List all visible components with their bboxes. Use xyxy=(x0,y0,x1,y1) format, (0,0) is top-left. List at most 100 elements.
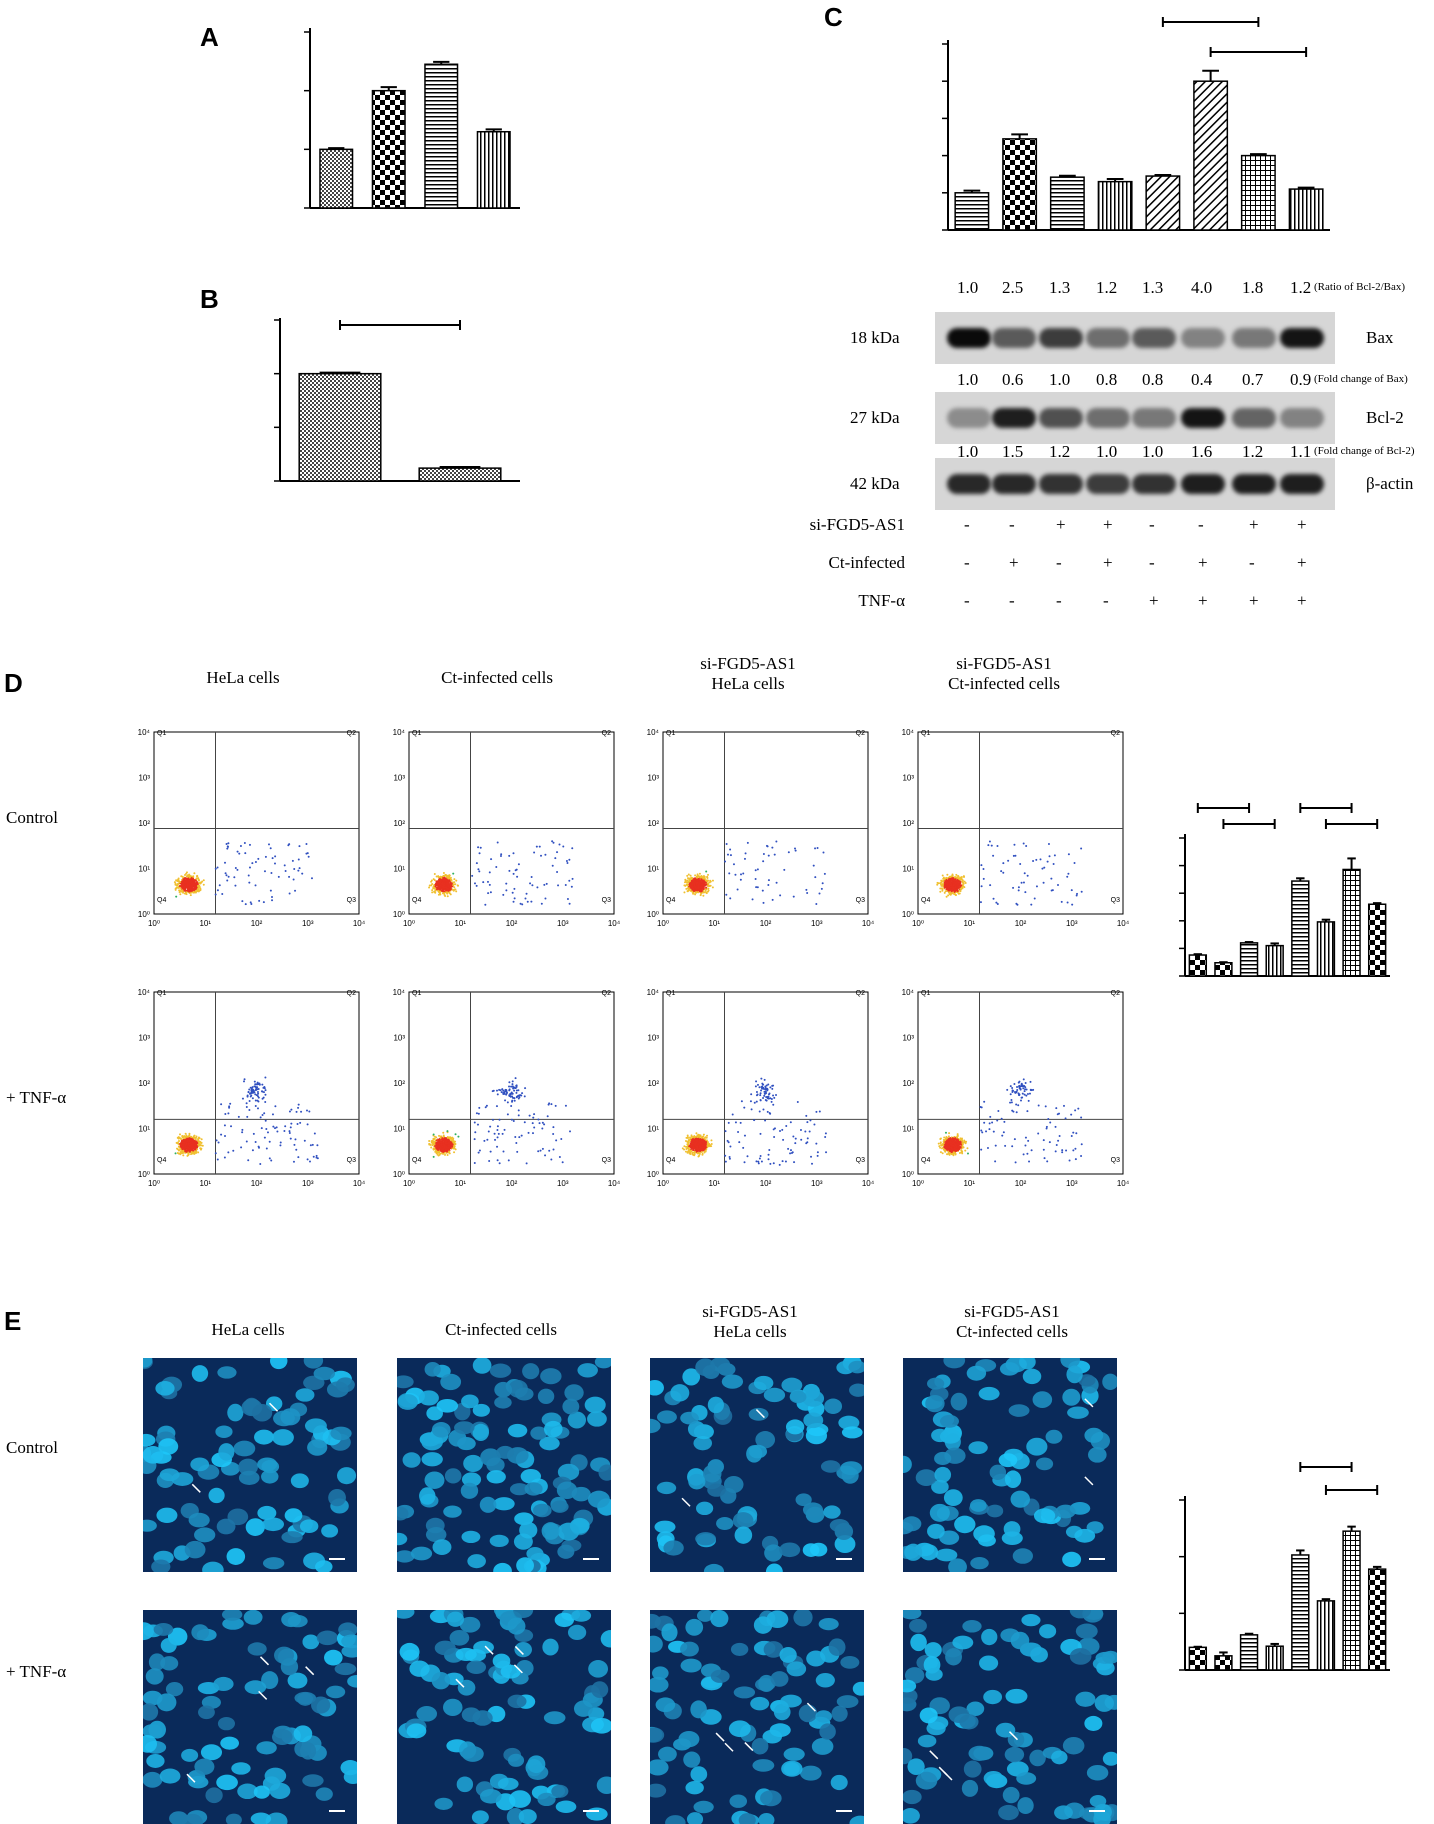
flow-dot xyxy=(687,1146,690,1149)
blot-band xyxy=(1232,408,1276,428)
flow-dot xyxy=(772,1094,775,1097)
flow-dot xyxy=(181,889,184,892)
flow-dot xyxy=(486,1138,489,1141)
flow-dot xyxy=(743,1106,746,1109)
flow-dot xyxy=(936,881,939,884)
flow-dot xyxy=(944,880,947,883)
flow-dot xyxy=(447,885,450,888)
flow-dot xyxy=(176,1147,179,1150)
x-tick-label: 10¹ xyxy=(708,1179,720,1188)
blot-band xyxy=(1181,474,1225,494)
flow-dot xyxy=(793,1161,796,1164)
flow-dot xyxy=(257,1145,260,1148)
flow-dot xyxy=(766,1110,769,1113)
y-tick-label: 10¹ xyxy=(902,865,914,874)
bar xyxy=(371,89,406,209)
flow-dot xyxy=(814,847,817,850)
flow-dot xyxy=(290,1122,293,1125)
blot-value-note: (Fold change of Bcl-2) xyxy=(1314,445,1415,457)
flow-dot xyxy=(940,879,943,882)
flow-dot xyxy=(525,1162,528,1165)
flow-dot xyxy=(771,898,774,901)
flow-dot xyxy=(1001,1134,1004,1137)
flow-dot xyxy=(449,888,452,891)
flow-dot xyxy=(685,1145,688,1148)
condition-sign: + xyxy=(1297,515,1307,534)
quadrant-name: Q3 xyxy=(602,897,611,904)
flow-dot xyxy=(248,843,251,846)
flow-dot xyxy=(516,875,519,878)
flow-dot xyxy=(185,879,188,882)
flow-dot xyxy=(297,1106,300,1109)
x-tick-label: 10¹ xyxy=(454,1179,466,1188)
flow-dot xyxy=(261,1097,264,1100)
condition-sign: - xyxy=(964,553,970,572)
flow-dot xyxy=(954,886,957,889)
quadrant-name: Q1 xyxy=(412,990,421,997)
flow-dot xyxy=(996,903,999,906)
panel-letter-d: D xyxy=(4,668,23,698)
flow-dot xyxy=(937,1142,940,1145)
flow-dot xyxy=(779,1130,782,1133)
flow-dot xyxy=(484,1106,487,1109)
flow-dot xyxy=(513,1089,516,1092)
flow-dot xyxy=(191,1139,194,1142)
flow-dot xyxy=(570,885,573,888)
flow-dot xyxy=(241,1128,244,1131)
flow-dot xyxy=(437,1154,440,1157)
flow-dot xyxy=(693,1141,696,1144)
flow-dot xyxy=(271,857,274,860)
flow-dot xyxy=(251,862,254,865)
quadrant-name: Q3 xyxy=(856,897,865,904)
flow-dot xyxy=(292,878,295,881)
flow-dot xyxy=(703,1137,706,1140)
blot-band xyxy=(1086,474,1130,494)
flow-dot xyxy=(783,868,786,871)
flow-dot xyxy=(252,1132,255,1135)
flow-dot xyxy=(293,1143,296,1146)
flow-dot xyxy=(446,895,449,898)
flow-dot xyxy=(1049,1121,1052,1124)
flow-dot xyxy=(811,1162,814,1165)
flow-dot xyxy=(693,882,696,885)
flow-dot xyxy=(478,870,481,873)
flow-dot xyxy=(506,1101,509,1104)
flow-dot xyxy=(232,1149,235,1152)
flow-dot xyxy=(552,841,555,844)
flow-dot xyxy=(505,882,508,885)
flow-dot xyxy=(985,1130,988,1133)
flow-dot xyxy=(432,1155,435,1158)
flow-dot xyxy=(946,1153,949,1156)
x-tick-label: 10⁰ xyxy=(403,919,415,928)
y-tick-label: 10³ xyxy=(393,774,405,783)
flow-dot xyxy=(236,868,239,871)
flow-dot xyxy=(264,1076,267,1079)
flow-dot xyxy=(215,1139,218,1142)
panel-letter-b: B xyxy=(200,284,219,314)
blot-value: 0.8 xyxy=(1096,370,1118,389)
flow-dot xyxy=(506,1113,509,1116)
flow-dot xyxy=(763,1094,766,1097)
flow-dot xyxy=(729,854,732,857)
blot-strip xyxy=(935,458,1335,510)
flow-dot xyxy=(941,889,944,892)
flow-dot xyxy=(504,1099,507,1102)
flow-dot xyxy=(450,883,453,886)
flow-dot xyxy=(755,886,758,889)
flow-dot xyxy=(441,882,444,885)
flow-dot xyxy=(727,1121,730,1124)
flow-dot xyxy=(536,886,539,889)
flow-dot xyxy=(696,891,699,894)
flow-dot xyxy=(245,1102,248,1105)
flow-dot xyxy=(514,1136,517,1139)
flow-dot xyxy=(1074,1158,1077,1161)
flow-dot xyxy=(477,1151,480,1154)
flow-dot xyxy=(531,1122,534,1125)
flow-dot xyxy=(437,876,440,879)
flow-dot xyxy=(959,880,962,883)
flow-dot xyxy=(253,1085,256,1088)
flow-dot xyxy=(550,1158,553,1161)
quadrant-name: Q1 xyxy=(157,730,166,737)
flow-dot xyxy=(742,872,745,875)
